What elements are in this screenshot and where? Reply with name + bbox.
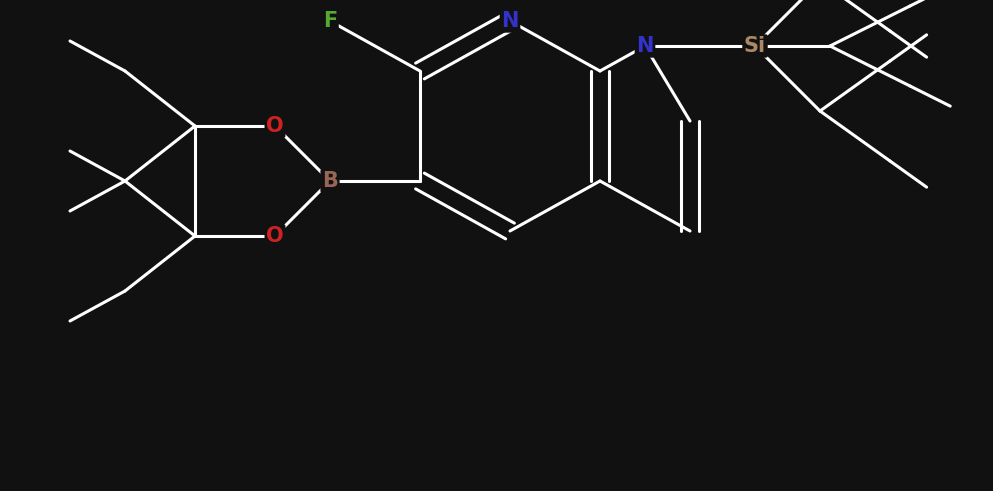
Text: B: B bbox=[322, 171, 338, 191]
Text: N: N bbox=[501, 11, 518, 31]
Text: N: N bbox=[637, 36, 653, 56]
Text: O: O bbox=[266, 226, 284, 246]
Text: O: O bbox=[266, 116, 284, 136]
Text: F: F bbox=[323, 11, 338, 31]
Text: Si: Si bbox=[744, 36, 766, 56]
